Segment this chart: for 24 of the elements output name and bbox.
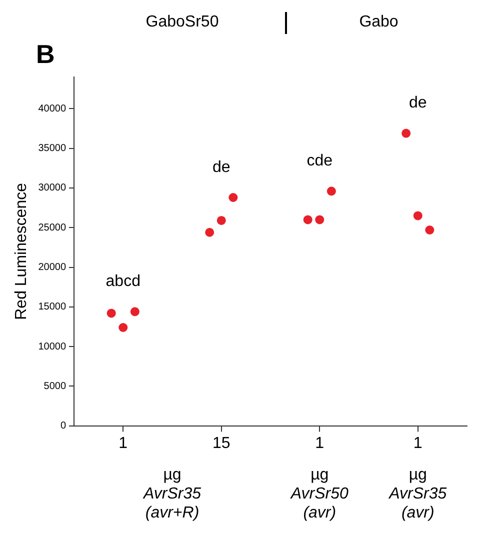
y-tick-label: 20000 (38, 262, 66, 274)
annotation: de (408, 94, 427, 112)
y-tick-label: 15000 (38, 302, 66, 313)
annotation: de (212, 158, 230, 176)
text: Gabo (359, 13, 398, 30)
y-tick-label: 5000 (44, 380, 66, 392)
y-tick-label: 30000 (38, 182, 66, 194)
text: B (36, 39, 55, 70)
text: µg AvrSr35 (avr+R) (142, 466, 202, 522)
y-tick-label: 10000 (38, 341, 66, 352)
y-axis-title: Red Luminescence (13, 182, 30, 320)
text: µg AvrSr50 (avr) (290, 466, 348, 522)
y-tick-label: 25000 (38, 222, 66, 234)
y-tick-label: 0 (60, 420, 66, 432)
x-tick-label: 1 (118, 434, 128, 452)
y-tick-label: 40000 (38, 103, 66, 114)
x-tick-label: 15 (212, 434, 230, 452)
x-tick-label: 1 (315, 434, 324, 452)
text: GaboSr50 (146, 13, 219, 30)
annotation: abcd (106, 273, 140, 290)
x-tick-label: 1 (413, 434, 422, 452)
text: µg AvrSr35 (avr) (388, 466, 447, 522)
annotation: cde (306, 152, 333, 170)
y-tick-label: 35000 (38, 143, 66, 154)
